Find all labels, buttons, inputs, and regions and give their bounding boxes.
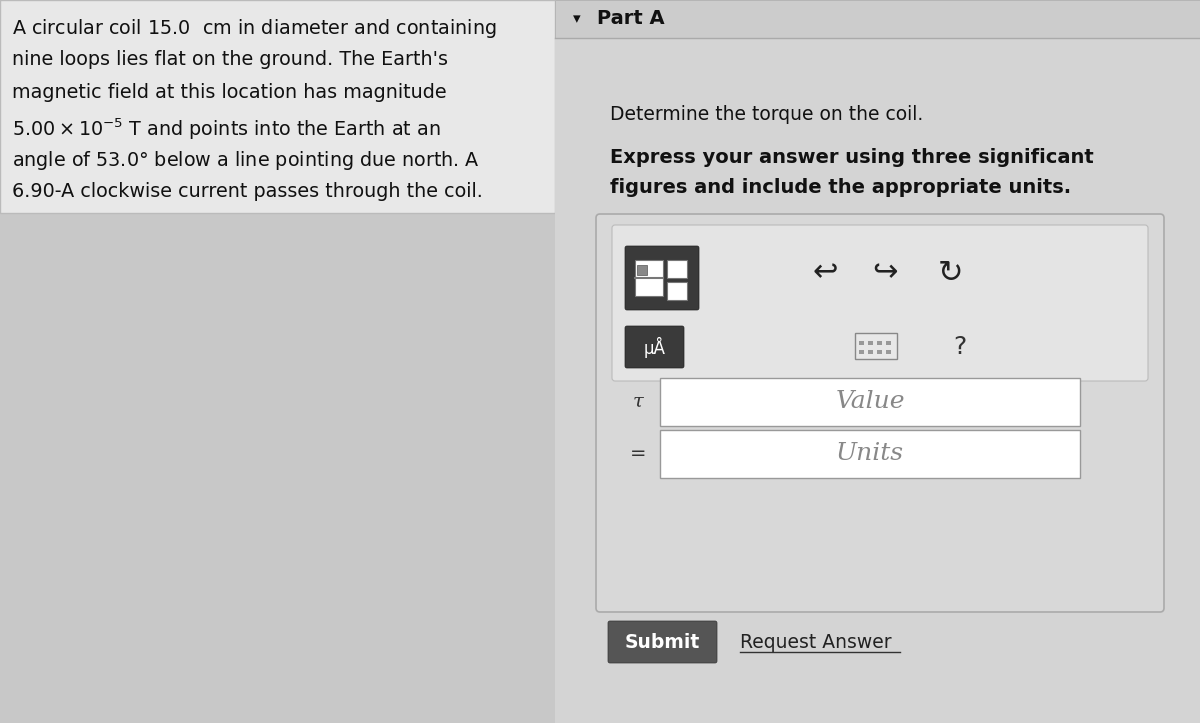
- Text: nine loops lies flat on the ground. The Earth's: nine loops lies flat on the ground. The …: [12, 50, 448, 69]
- Bar: [0, 0, 554, 213]
- Text: ↻: ↻: [937, 259, 962, 288]
- Text: figures and include the appropriate units.: figures and include the appropriate unit…: [610, 178, 1072, 197]
- Bar: [637, 265, 647, 275]
- Text: 6.90-A clockwise current passes through the coil.: 6.90-A clockwise current passes through …: [12, 182, 482, 201]
- Text: angle of 53.0$\degree$ below a line pointing due north. A: angle of 53.0$\degree$ below a line poin…: [12, 149, 480, 172]
- Bar: [660, 378, 1080, 426]
- Text: A circular coil 15.0  $\mathregular{cm}$ in diameter and containing: A circular coil 15.0 $\mathregular{cm}$ …: [12, 17, 497, 40]
- Bar: [667, 282, 686, 300]
- Text: μÅ: μÅ: [643, 336, 666, 358]
- FancyBboxPatch shape: [596, 214, 1164, 612]
- FancyBboxPatch shape: [625, 246, 698, 310]
- Bar: [868, 350, 874, 354]
- Bar: [554, 0, 1200, 38]
- Bar: [886, 341, 890, 345]
- Text: ?: ?: [953, 335, 967, 359]
- Bar: [660, 430, 1080, 478]
- Bar: [868, 341, 874, 345]
- Bar: [877, 341, 882, 345]
- Text: Express your answer using three significant: Express your answer using three signific…: [610, 148, 1093, 167]
- Text: τ: τ: [632, 393, 643, 411]
- Bar: [886, 350, 890, 354]
- Bar: [667, 260, 686, 278]
- Text: Units: Units: [836, 442, 904, 466]
- Text: Determine the torque on the coil.: Determine the torque on the coil.: [610, 105, 923, 124]
- FancyBboxPatch shape: [608, 621, 718, 663]
- Text: Value: Value: [835, 390, 905, 414]
- Text: ▾: ▾: [574, 12, 581, 27]
- Bar: [859, 350, 864, 354]
- Text: magnetic field at this location has magnitude: magnetic field at this location has magn…: [12, 83, 446, 102]
- Text: $5.00 \times 10^{-5}$ T and points into the Earth at an: $5.00 \times 10^{-5}$ T and points into …: [12, 116, 440, 142]
- FancyBboxPatch shape: [612, 225, 1148, 381]
- FancyBboxPatch shape: [625, 326, 684, 368]
- Text: ↪: ↪: [872, 259, 898, 288]
- Text: =: =: [630, 445, 647, 463]
- Text: Request Answer: Request Answer: [740, 633, 892, 651]
- Text: ↩: ↩: [812, 259, 838, 288]
- Bar: [554, 0, 1200, 723]
- Text: Submit: Submit: [625, 633, 700, 651]
- Bar: [877, 350, 882, 354]
- Bar: [635, 260, 662, 296]
- Bar: [859, 341, 864, 345]
- Bar: [854, 333, 898, 359]
- Text: Part A: Part A: [598, 9, 665, 28]
